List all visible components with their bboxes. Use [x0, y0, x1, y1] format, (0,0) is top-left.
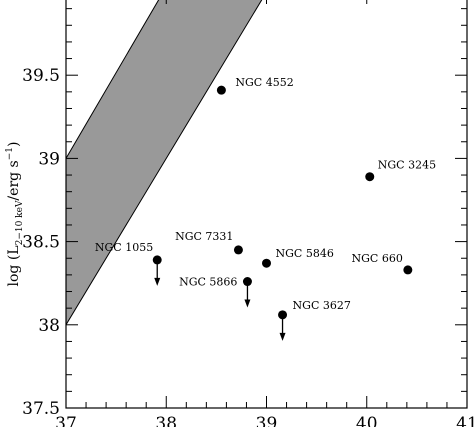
y-tick-label: 38	[38, 316, 60, 336]
data-point-label: NGC 4552	[235, 76, 293, 89]
y-tick-label: 39	[38, 149, 60, 169]
upper-limit-arrow-head	[154, 277, 161, 286]
axis-ticks: 37 38 39 40 41 37.5 38 38.5 39 39.5 40	[22, 0, 474, 427]
data-point-group: NGC 5866	[179, 276, 252, 308]
data-point-group: NGC 1055	[95, 241, 162, 286]
data-point-label: NGC 660	[352, 252, 403, 265]
data-point-label: NGC 5866	[179, 276, 237, 289]
y-tick-label: 40	[38, 0, 60, 3]
x-tick-label: 40	[356, 414, 378, 427]
y-tick-label: 38.5	[22, 233, 60, 253]
data-point-label: NGC 3245	[378, 159, 436, 172]
data-point-group: NGC 660	[352, 252, 413, 275]
upper-limit-arrow-head	[244, 299, 251, 308]
x-tick-label: 37	[55, 414, 77, 427]
data-point-label: NGC 3627	[293, 299, 351, 312]
x-tick-label: 38	[155, 414, 177, 427]
data-point-label: NGC 7331	[175, 230, 233, 243]
y-axis-label-close: )	[6, 142, 22, 147]
data-point-group: NGC 4552	[216, 76, 294, 95]
y-axis-label-unit: /erg s	[6, 160, 22, 200]
y-tick-label: 39.5	[22, 66, 60, 86]
y-axis-label: log (L2−10 keV/erg s−1)	[5, 142, 25, 287]
data-point	[403, 265, 413, 275]
data-point	[365, 172, 375, 182]
data-points: NGC 4552 NGC 3245 NGC 7331 NGC 5846 NGC 1055…	[95, 76, 436, 341]
data-point-group: NGC 3245	[365, 159, 436, 182]
data-point-group: NGC 3627	[278, 299, 351, 341]
data-point	[262, 258, 271, 268]
data-point	[233, 245, 243, 255]
y-axis-label-subscript: 2−10 keV	[15, 200, 25, 245]
data-point-group: NGC 5846	[262, 247, 334, 268]
y-tick-label: 37.5	[22, 399, 60, 419]
x-tick-label: 39	[256, 414, 278, 427]
data-point-label: NGC 1055	[95, 241, 153, 254]
y-axis-label-superscript: −1	[5, 147, 15, 160]
x-tick-label: 41	[456, 414, 474, 427]
data-point-group: NGC 7331	[175, 230, 243, 255]
data-point-label: NGC 5846	[276, 247, 334, 260]
upper-limit-arrow-head	[279, 332, 286, 341]
data-point	[216, 85, 226, 95]
